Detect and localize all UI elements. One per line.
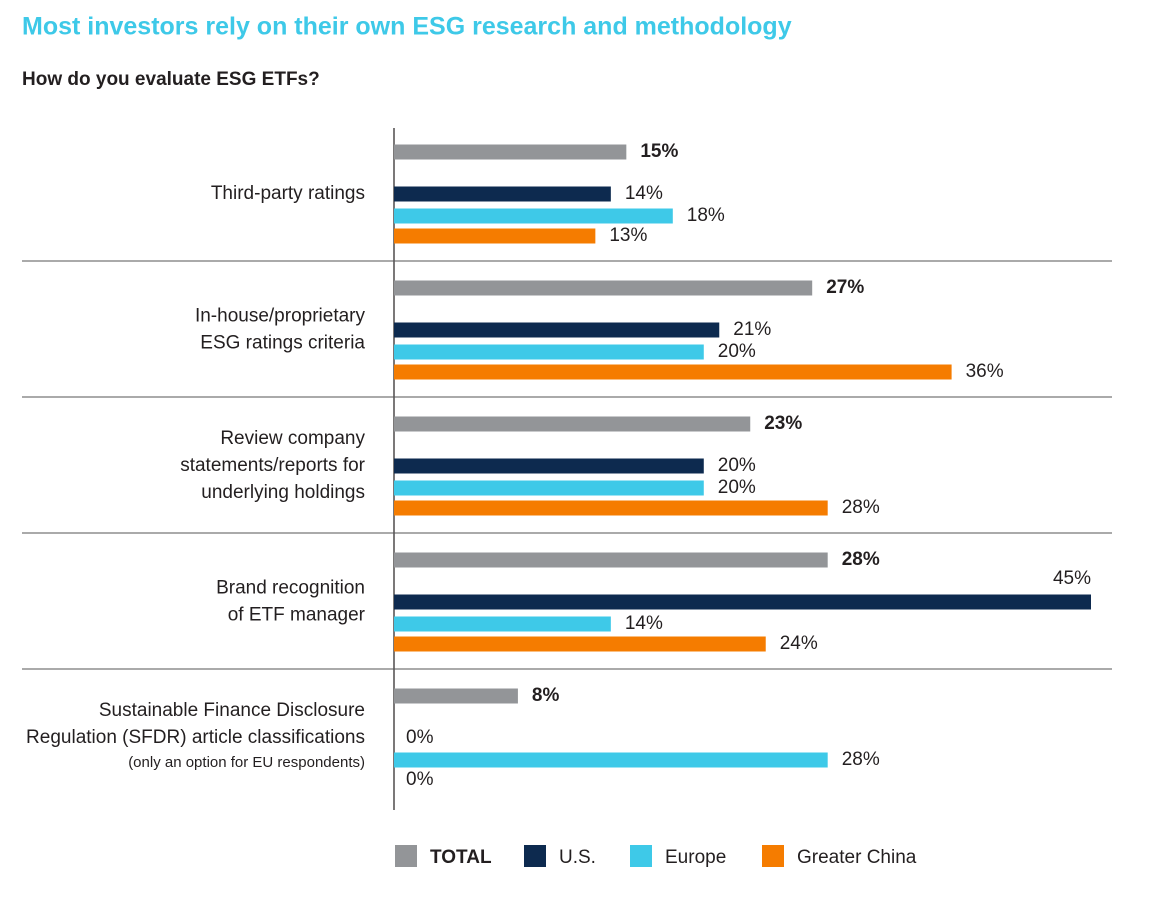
category-label: of ETF manager <box>228 605 366 626</box>
category-label: underlying holdings <box>201 482 365 503</box>
value-label: 13% <box>609 225 647 246</box>
bar <box>394 322 720 338</box>
category-label: Sustainable Finance Disclosure <box>99 700 365 721</box>
value-label: 28% <box>842 497 880 518</box>
category-label: ESG ratings criteria <box>200 333 365 354</box>
bar <box>394 636 766 652</box>
legend-label: Europe <box>665 847 726 868</box>
bar <box>394 344 704 360</box>
legend-label: TOTAL <box>430 847 492 868</box>
value-label: 45% <box>1053 568 1091 589</box>
value-label: 21% <box>733 319 771 340</box>
bar <box>394 500 828 516</box>
value-label: 0% <box>406 727 434 748</box>
value-label: 14% <box>625 613 663 634</box>
legend-swatch <box>524 845 546 867</box>
bar <box>394 186 611 202</box>
value-label: 28% <box>842 749 880 770</box>
value-label: 28% <box>842 549 880 570</box>
category-label: Review company <box>220 428 365 449</box>
value-label: 18% <box>687 205 725 226</box>
bar <box>394 480 704 496</box>
value-label: 0% <box>406 769 434 790</box>
chart-subtitle: How do you evaluate ESG ETFs? <box>22 69 320 90</box>
category-label: Regulation (SFDR) article classification… <box>26 727 365 748</box>
category-label: Brand recognition <box>216 578 365 599</box>
value-label: 20% <box>718 455 756 476</box>
value-label: 14% <box>625 183 663 204</box>
value-label: 23% <box>764 413 802 434</box>
value-label: 20% <box>718 341 756 362</box>
legend-swatch <box>762 845 784 867</box>
value-label: 36% <box>966 361 1004 382</box>
legend-label: Greater China <box>797 847 917 868</box>
value-label: 20% <box>718 477 756 498</box>
value-label: 27% <box>826 277 864 298</box>
legend-label: U.S. <box>559 847 596 868</box>
legend-swatch <box>630 845 652 867</box>
bar <box>394 208 673 224</box>
bar <box>394 144 627 160</box>
bar <box>394 364 952 380</box>
bar <box>394 616 611 632</box>
legend-swatch <box>395 845 417 867</box>
category-label: Third-party ratings <box>211 183 365 204</box>
bar <box>394 688 518 704</box>
bar <box>394 280 813 296</box>
category-label: In-house/proprietary <box>195 306 366 327</box>
bar <box>394 552 828 568</box>
bar <box>394 594 1091 610</box>
category-note: (only an option for EU respondents) <box>128 754 365 771</box>
value-label: 15% <box>640 141 678 162</box>
chart-title: Most investors rely on their own ESG res… <box>22 13 792 41</box>
bar <box>394 228 596 244</box>
value-label: 8% <box>532 685 560 706</box>
value-label: 24% <box>780 633 818 654</box>
bar <box>394 458 704 474</box>
bar <box>394 752 828 768</box>
bar <box>394 416 751 432</box>
category-label: statements/reports for <box>180 455 365 476</box>
